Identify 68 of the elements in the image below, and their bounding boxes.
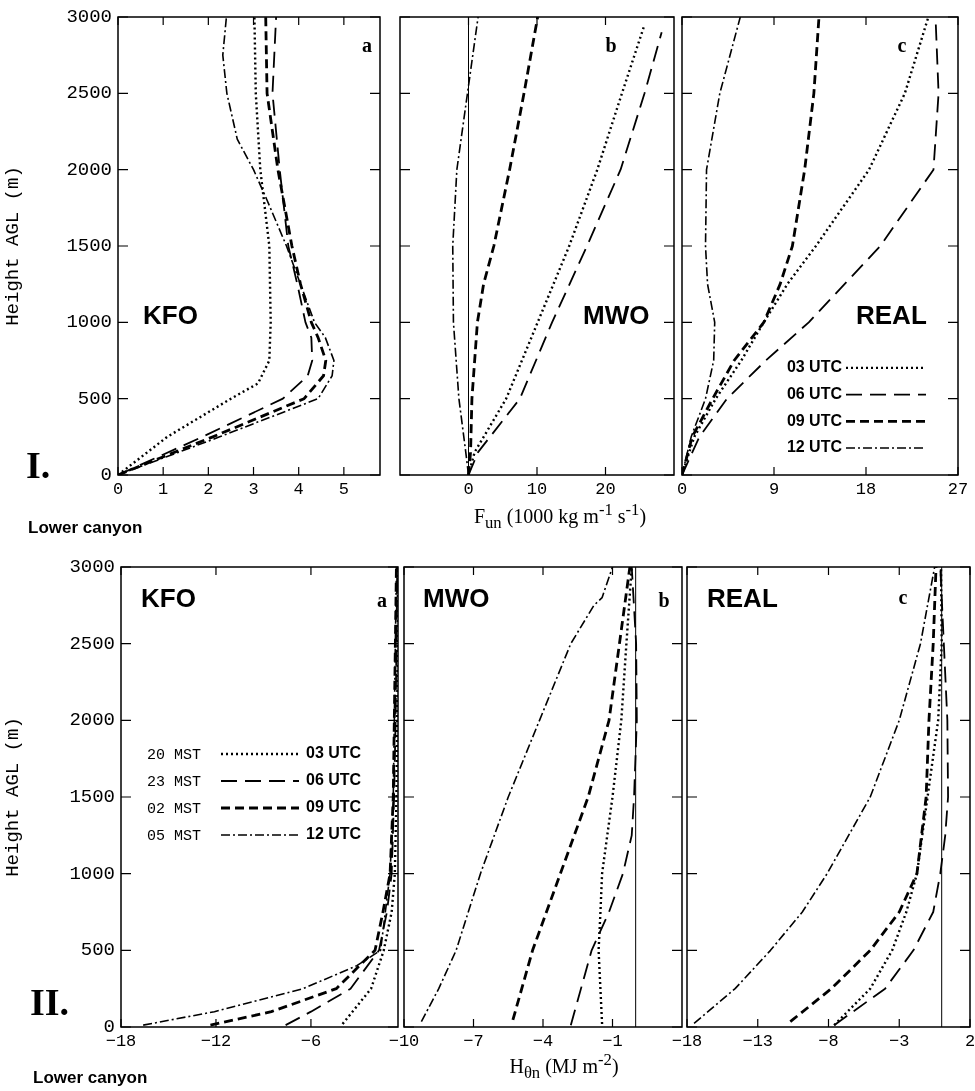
x-tick-label: −18 (105, 1031, 137, 1051)
x-tick-label: −4 (532, 1031, 554, 1051)
y-tick-label: 1500 (66, 235, 112, 258)
x-tick-label: −18 (671, 1031, 703, 1051)
x-tick-label: 0 (676, 479, 688, 499)
x-tick-label: −6 (300, 1031, 322, 1051)
y-tick-label: 1000 (66, 311, 112, 334)
legend-label: 09 UTC (306, 798, 362, 816)
legend-label: 12 UTC (306, 825, 362, 843)
x-tick-label: 3 (248, 479, 259, 499)
x-tick-label: 9 (768, 479, 780, 499)
x-tick-label: −12 (200, 1031, 232, 1051)
x-tick-label: 27 (947, 479, 969, 499)
y-axis-title: Height AGL (m) (2, 166, 25, 326)
x-tick-label: 5 (338, 479, 349, 499)
x-tick-label: −1 (602, 1031, 623, 1051)
y-tick-label: 500 (77, 387, 112, 410)
legend-label: 03 UTC (786, 358, 843, 376)
y-tick-label: 1000 (69, 862, 115, 885)
y-tick-label: 2500 (66, 82, 112, 105)
y-tick-label: 2000 (66, 158, 112, 181)
annotation: KFO (143, 300, 198, 330)
x-tick-label: 2 (203, 479, 214, 499)
annotation: a (362, 34, 372, 56)
x-tick-label: −13 (742, 1031, 774, 1051)
annotation: 20 MST (147, 747, 202, 764)
y-tick-label: 500 (80, 939, 115, 962)
x-tick-label: 2 (964, 1031, 975, 1051)
annotation: KFO (141, 583, 196, 613)
annotation: b (658, 589, 670, 611)
x-tick-label: 20 (595, 479, 616, 499)
y-tick-label: 3000 (69, 556, 115, 579)
annotation: a (377, 589, 387, 611)
y-tick-label: 3000 (66, 6, 112, 29)
x-tick-label: 18 (855, 479, 877, 499)
annotation: REAL (856, 300, 927, 330)
y-tick-label: 1500 (69, 786, 115, 809)
x-tick-label: 0 (463, 479, 474, 499)
x-tick-label: 10 (526, 479, 548, 499)
x-tick-label: −7 (463, 1031, 484, 1051)
text: Lower canyon (28, 518, 143, 537)
legend-label: 06 UTC (786, 385, 843, 403)
legend-label: 06 UTC (306, 771, 362, 789)
annotation: MWO (583, 300, 650, 330)
x-tick-label: −3 (889, 1031, 910, 1051)
legend-label: 03 UTC (306, 744, 362, 762)
x-tick-label: −8 (818, 1031, 839, 1051)
legend-label: 09 UTC (786, 411, 843, 429)
y-tick-label: 2500 (69, 632, 115, 655)
text: Lower canyon (33, 1068, 148, 1087)
annotation: REAL (707, 583, 778, 613)
text: I. (26, 444, 51, 486)
y-axis-title: Height AGL (m) (2, 717, 25, 877)
annotation: c (897, 34, 907, 56)
annotation: 05 MST (147, 828, 202, 845)
x-tick-label: −10 (388, 1031, 420, 1051)
x-axis-title: F$_{un}$ (1000 kg m$^{-1}$ s$^{-1}$) (472, 500, 648, 533)
x-axis-title: H$_{θn}$ (MJ m$^{-2}$) (508, 1050, 620, 1083)
x-tick-label: 1 (158, 479, 169, 499)
y-tick-label: 2000 (69, 709, 115, 732)
annotation: 02 MST (147, 801, 202, 818)
x-tick-label: 4 (293, 479, 304, 499)
text: II. (30, 981, 70, 1023)
annotation: 23 MST (147, 774, 202, 791)
legend-label: 12 UTC (786, 438, 843, 456)
annotation: MWO (423, 583, 490, 613)
annotation: b (605, 34, 617, 56)
annotation: c (898, 586, 908, 608)
